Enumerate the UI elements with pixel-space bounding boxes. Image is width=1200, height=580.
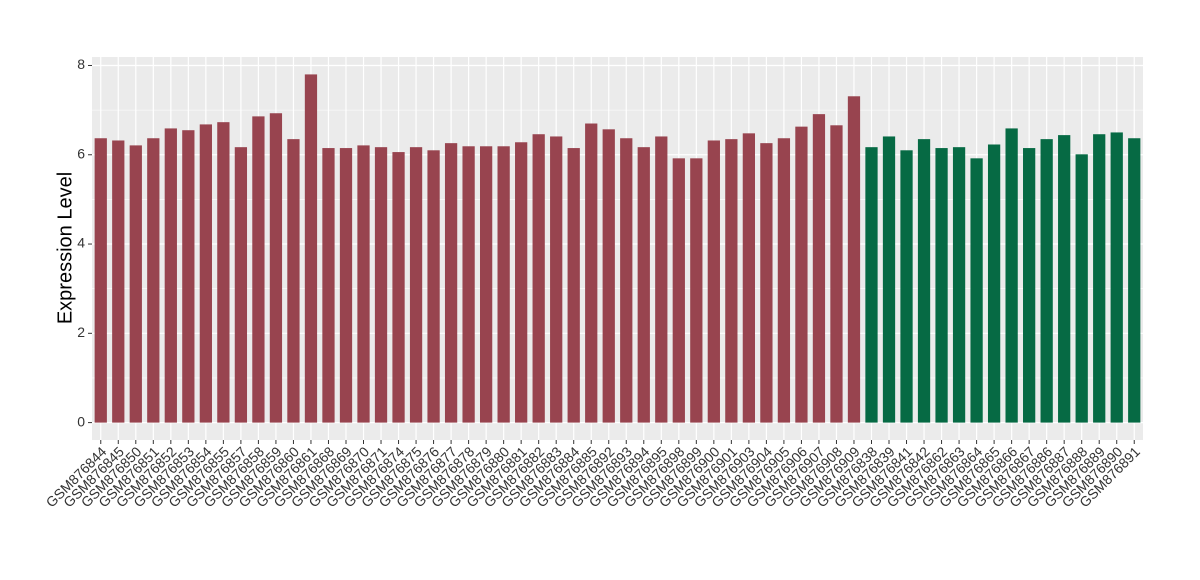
bar: [497, 146, 510, 423]
bar: [620, 138, 633, 423]
bar: [882, 136, 896, 423]
bar: [917, 139, 931, 423]
bar: [1040, 139, 1053, 423]
bar: [164, 128, 177, 423]
bar: [1128, 138, 1141, 423]
bar: [742, 133, 756, 423]
bar: [847, 96, 861, 423]
bar: [444, 143, 458, 423]
bar: [777, 138, 791, 423]
bar: [217, 122, 230, 423]
bar: [795, 126, 808, 423]
bar: [952, 147, 966, 423]
y-tick-label: 4: [77, 235, 85, 251]
bar: [427, 150, 440, 423]
bar: [339, 148, 353, 423]
bar: [1058, 135, 1071, 423]
bar: [970, 158, 983, 423]
bar: [112, 140, 125, 423]
bar: [357, 145, 370, 423]
bar: [147, 138, 160, 423]
bar: [900, 150, 913, 423]
bar: [479, 146, 493, 423]
bar: [567, 148, 580, 423]
bar: [269, 113, 283, 423]
bar: [322, 148, 335, 423]
y-tick-label: 2: [77, 324, 85, 340]
bar: [935, 148, 948, 423]
bar: [1005, 128, 1018, 423]
bar: [1093, 134, 1106, 423]
y-axis-label: Expression Level: [54, 172, 76, 324]
bar: [690, 158, 703, 423]
bar: [602, 129, 615, 423]
bar: [234, 147, 248, 423]
y-tick-label: 0: [77, 413, 85, 429]
bar: [94, 138, 107, 423]
bar: [462, 146, 475, 423]
bar: [637, 147, 650, 423]
bar: [812, 114, 826, 423]
bar: [725, 139, 738, 423]
bar: [672, 158, 685, 423]
bar: [182, 130, 195, 423]
bar: [304, 74, 318, 423]
bar: [409, 147, 423, 423]
y-tick-label: 8: [77, 56, 85, 72]
bar: [532, 134, 545, 423]
bar: [550, 136, 563, 423]
bar: [129, 145, 142, 423]
bar: [1110, 132, 1123, 423]
panel: [92, 57, 1143, 440]
bar: [830, 125, 843, 423]
bar: [987, 144, 1001, 423]
bar: [585, 123, 598, 423]
bar: [655, 136, 668, 423]
bar: [199, 124, 212, 423]
y-tick-label: 6: [77, 145, 85, 161]
bar: [374, 147, 388, 423]
bar: [252, 116, 265, 423]
bar: [707, 140, 720, 423]
bar: [287, 139, 300, 423]
bar: [865, 147, 878, 423]
bar: [392, 152, 405, 423]
bar: [760, 143, 773, 423]
bar: [515, 142, 528, 423]
bar: [1075, 154, 1088, 423]
bar: [1023, 148, 1036, 423]
